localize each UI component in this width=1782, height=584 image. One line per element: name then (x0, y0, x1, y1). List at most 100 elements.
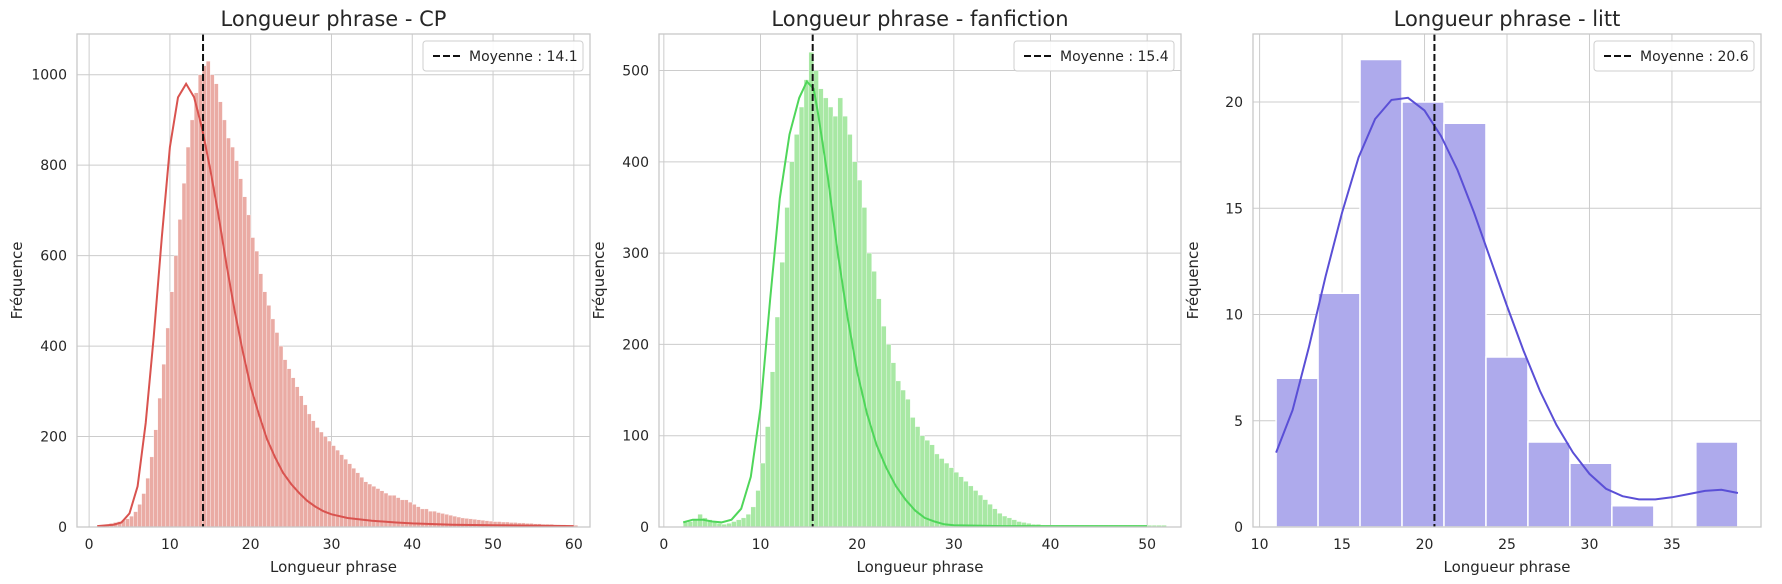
histogram-bar (137, 504, 142, 528)
y-tick-label: 0 (58, 520, 67, 536)
histogram-bar (861, 207, 868, 528)
histogram-bar (687, 521, 694, 528)
legend-label: Moyenne : 20.6 (1640, 49, 1749, 65)
histogram-bar (890, 362, 897, 528)
histogram-bar (794, 134, 800, 528)
legend: Moyenne : 20.6 (1593, 40, 1755, 72)
histogram-bar (711, 522, 718, 528)
histogram-bar (169, 291, 175, 528)
x-axis-label: Longueur phrase (857, 558, 984, 576)
histogram-bar (206, 60, 211, 528)
histogram-bar (774, 316, 781, 528)
histogram-bar (173, 255, 179, 528)
histogram-bar (755, 490, 761, 528)
histogram-bar (784, 207, 790, 528)
histogram-bar (1401, 101, 1445, 528)
histogram-bar (924, 440, 930, 528)
histogram-bar (813, 70, 819, 528)
histogram-bar (885, 344, 892, 528)
histogram-bar (745, 514, 752, 528)
y-axis-label: Fréquence (1184, 242, 1202, 320)
histogram-bar (1485, 356, 1529, 528)
x-tick-label: 60 (565, 537, 583, 553)
histogram-bar (832, 115, 839, 528)
histogram-bar (1443, 122, 1487, 528)
x-tick-label: 15 (1333, 537, 1351, 553)
histogram-bar (765, 426, 771, 528)
histogram-bar (133, 511, 138, 528)
legend-box (422, 40, 584, 72)
x-tick-label: 20 (242, 537, 260, 553)
chart-panel-3: 10 15 20 25 30 35 0 5 10 15 20 Longueur phrase Fréqu… (1184, 7, 1762, 576)
axes-frame (658, 33, 1182, 528)
y-axis-label: Fréquence (590, 242, 608, 320)
histogram-bar (185, 146, 191, 528)
y-tick-label: 400 (40, 339, 67, 355)
histogram-bar (165, 327, 171, 528)
histogram-bar (876, 298, 882, 528)
histogram-bar (968, 485, 974, 528)
histogram-bar (286, 368, 292, 528)
y-tick-label: 15 (1225, 201, 1243, 217)
x-tick-label: 0 (659, 537, 668, 553)
histogram-bar (866, 252, 872, 528)
histogram-bar (769, 371, 776, 528)
x-tick-label: 25 (1498, 537, 1516, 553)
histogram-bar (262, 291, 268, 528)
legend: Moyenne : 15.4 (1013, 40, 1175, 72)
histogram-bar (234, 160, 239, 528)
histogram-bar (818, 88, 824, 528)
x-tick-label: 0 (85, 537, 94, 553)
histogram-bar (254, 250, 259, 528)
y-tick-label: 800 (40, 158, 67, 174)
y-tick-label: 200 (40, 430, 67, 446)
histogram-bar (193, 92, 199, 528)
kde-curve (682, 79, 1148, 528)
histogram-bar (977, 494, 984, 528)
histogram-bar (803, 79, 810, 528)
histogram-bar (750, 506, 756, 528)
legend: Moyenne : 14.1 (422, 40, 584, 72)
y-tick-label: 400 (622, 155, 649, 171)
histogram-bar (827, 106, 834, 528)
chart-title: Longueur phrase - litt (1394, 7, 1621, 31)
histogram-bar (149, 456, 154, 528)
histogram-bar (198, 74, 203, 528)
x-tick-label: 10 (161, 537, 179, 553)
histogram-bar (181, 183, 187, 528)
histogram-bar (943, 462, 950, 528)
histogram-bar (266, 305, 272, 528)
histogram-bar (895, 380, 901, 528)
histogram-bar (177, 219, 183, 528)
chart-title: Longueur phrase - CP (221, 7, 447, 31)
x-tick-label: 30 (1581, 537, 1599, 553)
histogram-bar (250, 237, 255, 528)
histogram-bar (311, 420, 316, 528)
histogram-bar (837, 97, 843, 528)
histogram-bar (939, 458, 945, 528)
histogram-bar (900, 389, 906, 528)
histogram-bar (298, 395, 304, 528)
histogram-bar (1359, 58, 1403, 528)
histogram-bar (270, 318, 276, 528)
histogram-bar (958, 476, 964, 528)
histogram-bar (982, 499, 988, 528)
histogram-bar (963, 481, 969, 528)
y-tick-label: 1000 (31, 68, 67, 84)
histogram-bar (153, 429, 158, 528)
histogram-bar (315, 427, 320, 528)
histogram-bar (798, 106, 805, 528)
x-tick-label: 30 (323, 537, 341, 553)
kde-curve (97, 81, 574, 528)
y-tick-label: 100 (622, 429, 649, 445)
histogram-bar (929, 444, 935, 528)
kde-curve (1275, 96, 1739, 501)
histogram-bar (1275, 377, 1319, 528)
histogram-bar (972, 490, 979, 528)
histogram-bar (210, 74, 215, 528)
histogram-bar (290, 377, 296, 528)
x-tick-label: 50 (1138, 537, 1156, 553)
histogram-bar (161, 363, 167, 528)
histogram-bar (125, 518, 130, 528)
